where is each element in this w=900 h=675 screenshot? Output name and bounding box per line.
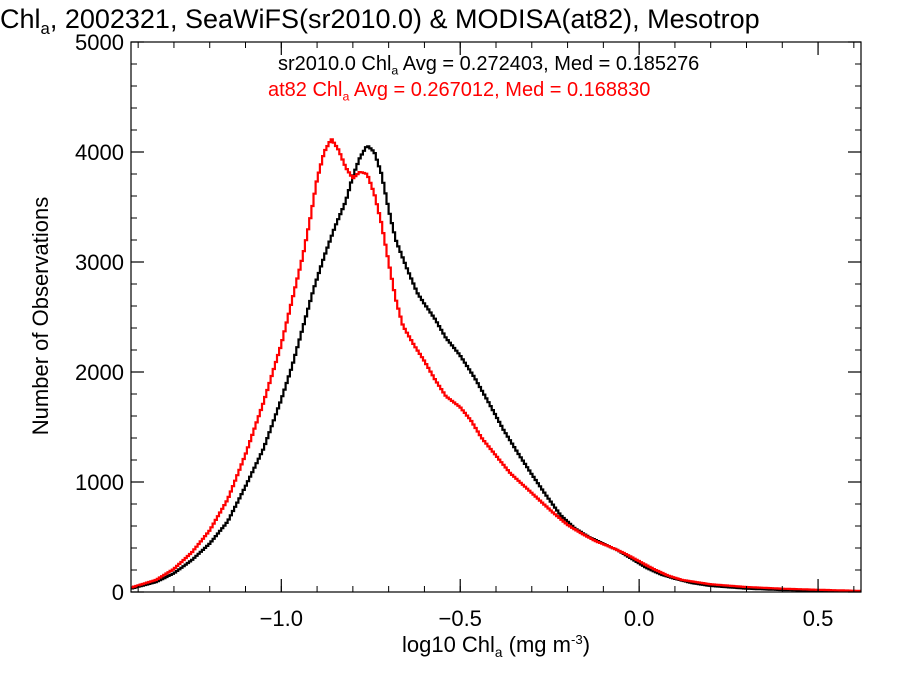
y-tick-label: 0 bbox=[112, 580, 124, 605]
x-tick-label: 0.5 bbox=[803, 606, 834, 631]
chart-title: Chla, 2002321, SeaWiFS(sr2010.0) & MODIS… bbox=[0, 0, 760, 48]
y-tick-label: 2000 bbox=[75, 360, 124, 385]
series-line-sr20100 bbox=[131, 145, 861, 593]
y-tick-label: 4000 bbox=[75, 140, 124, 165]
series-layer bbox=[131, 138, 861, 593]
series-line-at82 bbox=[131, 138, 861, 592]
x-tick-label: −0.5 bbox=[438, 606, 481, 631]
legend-entry-at82: at82 Chla Avg = 0.267012, Med = 0.168830 bbox=[268, 79, 651, 104]
title-chl: Chl bbox=[0, 4, 41, 34]
y-axis-label: Number of Observations bbox=[28, 196, 53, 436]
x-tick-label: −1.0 bbox=[260, 606, 303, 631]
y-tick-label: 5000 bbox=[75, 30, 124, 55]
legend-entry-sr2010: sr2010.0 Chla Avg = 0.272403, Med = 0.18… bbox=[278, 53, 700, 78]
ticks-layer: −1.0 −0.5 0.0 0.5 0 1000 2000 3000 4000 5000 bbox=[75, 30, 861, 631]
plot-frame bbox=[130, 41, 862, 593]
x-tick-label: 0.0 bbox=[624, 606, 655, 631]
y-tick-label: 1000 bbox=[75, 470, 124, 495]
x-axis-label: log10 Chla (mg m-3) bbox=[401, 632, 591, 660]
title-sub: a bbox=[40, 18, 50, 38]
title-rest: , 2002321, SeaWiFS(sr2010.0) & MODISA(at… bbox=[49, 4, 760, 34]
y-tick-label: 3000 bbox=[75, 250, 124, 275]
